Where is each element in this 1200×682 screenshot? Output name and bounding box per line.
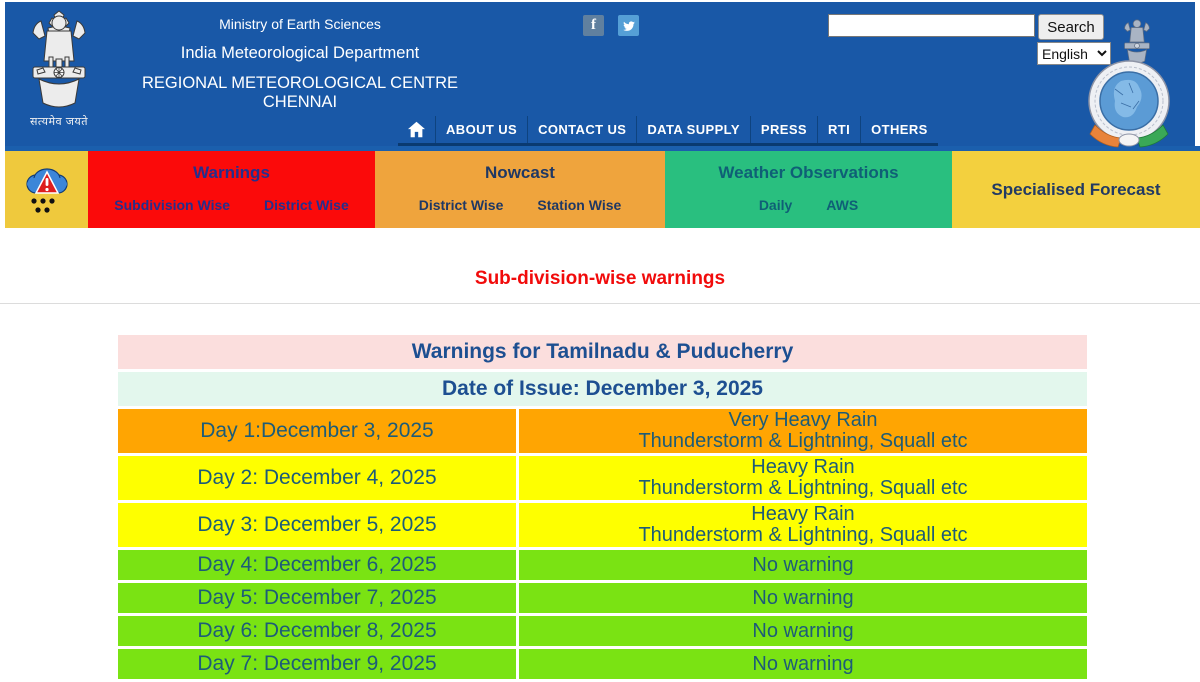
storm-warning-icon (25, 167, 68, 213)
weather-warning-icon-cell (5, 151, 88, 228)
emblem-motto: सत्यमेव जयते (29, 116, 89, 128)
centre-title: REGIONAL METEOROLOGICAL CENTRE CHENNAI (142, 74, 458, 111)
tab-weather-aws[interactable]: AWS (826, 197, 859, 213)
ministry-title: Ministry of Earth Sciences (219, 16, 381, 32)
day1-warning-line2: Thunderstorm & Lightning, Squall etc (638, 430, 968, 452)
day5-warning: No warning (519, 583, 1087, 613)
small-emblem (1111, 16, 1163, 71)
table-row-day7: Day 7: December 9, 2025 No warning (118, 649, 1087, 679)
facebook-icon[interactable]: f (583, 15, 604, 36)
tab-weather-observations[interactable]: Weather Observations Daily AWS (665, 151, 952, 228)
page-title: Sub-division-wise warnings (474, 268, 726, 289)
day2-label: Day 2: December 4, 2025 (118, 456, 516, 500)
tab-specialised-forecast-label: Specialised Forecast (991, 179, 1161, 199)
table-row-day5: Day 5: December 7, 2025 No warning (118, 583, 1087, 613)
tab-nowcast-label: Nowcast (485, 163, 555, 182)
search-area: Search English (828, 14, 1111, 65)
tab-warnings[interactable]: Warnings Subdivision Wise District Wise (88, 151, 375, 228)
imd-logo (1085, 59, 1173, 154)
day3-label: Day 3: December 5, 2025 (118, 503, 516, 547)
imd-logo-icon (1088, 60, 1170, 148)
table-row-day3: Day 3: December 5, 2025 Heavy Rain Thund… (118, 503, 1087, 547)
nav-data-supply[interactable]: DATA SUPPLY (637, 116, 751, 143)
day3-warning-line1: Heavy Rain (751, 503, 855, 525)
warnings-table: Warnings for Tamilnadu & Puducherry Date… (115, 332, 1090, 682)
home-icon[interactable] (398, 116, 436, 143)
day1-warning-line1: Very Heavy Rain (728, 409, 878, 431)
national-emblem: सत्यमेव जयते (23, 7, 95, 129)
nav-press[interactable]: PRESS (751, 116, 818, 143)
twitter-icon[interactable] (618, 15, 639, 36)
tab-warnings-subdivision-wise[interactable]: Subdivision Wise (114, 197, 231, 213)
tab-weather-daily[interactable]: Daily (758, 197, 793, 213)
table-title-row: Warnings for Tamilnadu & Puducherry (118, 335, 1087, 369)
table-title: Warnings for Tamilnadu & Puducherry (118, 335, 1087, 369)
day2-warning: Heavy Rain Thunderstorm & Lightning, Squ… (519, 456, 1087, 500)
tab-nowcast-station-wise[interactable]: Station Wise (537, 197, 622, 213)
tab-weather-observations-label: Weather Observations (718, 163, 899, 182)
main-menu: Warnings Subdivision Wise District Wise … (5, 146, 1200, 228)
tab-specialised-forecast[interactable]: Specialised Forecast (952, 151, 1200, 228)
top-navbar: ABOUT US CONTACT US DATA SUPPLY PRESS RT… (398, 116, 938, 146)
day1-label: Day 1:December 3, 2025 (118, 409, 516, 453)
table-row-day2: Day 2: December 4, 2025 Heavy Rain Thund… (118, 456, 1087, 500)
tab-warnings-district-wise[interactable]: District Wise (264, 197, 349, 213)
department-title: India Meteorological Department (180, 44, 420, 62)
nav-about-us[interactable]: ABOUT US (436, 116, 529, 143)
table-row-day6: Day 6: December 8, 2025 No warning (118, 616, 1087, 646)
warnings-table-wrapper: Warnings for Tamilnadu & Puducherry Date… (115, 332, 1090, 682)
table-row-day4: Day 4: December 6, 2025 No warning (118, 550, 1087, 580)
tab-nowcast-district-wise[interactable]: District Wise (418, 197, 504, 213)
day7-warning: No warning (519, 649, 1087, 679)
table-row-day1: Day 1:December 3, 2025 Very Heavy Rain T… (118, 409, 1087, 453)
date-of-issue: Date of Issue: December 3, 2025 (118, 372, 1087, 406)
small-emblem-icon (1124, 19, 1150, 64)
tab-warnings-label: Warnings (193, 163, 270, 182)
day1-warning: Very Heavy Rain Thunderstorm & Lightning… (519, 409, 1087, 453)
social-links: f (583, 15, 639, 36)
search-button[interactable]: Search (1038, 14, 1104, 40)
tab-nowcast[interactable]: Nowcast District Wise Station Wise (375, 151, 665, 228)
header-titles: Ministry of Earth Sciences India Meteoro… (105, 16, 495, 112)
day2-warning-line2: Thunderstorm & Lightning, Squall etc (638, 477, 968, 499)
day4-label: Day 4: December 6, 2025 (118, 550, 516, 580)
national-emblem-icon (32, 10, 86, 108)
divider (0, 303, 1200, 304)
nav-contact-us[interactable]: CONTACT US (528, 116, 638, 143)
day2-warning-line1: Heavy Rain (751, 456, 855, 478)
day3-warning-line2: Thunderstorm & Lightning, Squall etc (638, 524, 968, 546)
table-date-row: Date of Issue: December 3, 2025 (118, 372, 1087, 406)
site-header: सत्यमेव जयते Ministry of Earth Sciences … (5, 2, 1195, 148)
search-input[interactable] (828, 14, 1035, 37)
day5-label: Day 5: December 7, 2025 (118, 583, 516, 613)
day7-label: Day 7: December 9, 2025 (118, 649, 516, 679)
day6-label: Day 6: December 8, 2025 (118, 616, 516, 646)
nav-rti[interactable]: RTI (818, 116, 862, 143)
nav-others[interactable]: OTHERS (871, 122, 928, 137)
day3-warning: Heavy Rain Thunderstorm & Lightning, Squ… (519, 503, 1087, 547)
day4-warning: No warning (519, 550, 1087, 580)
language-select[interactable]: English (1037, 42, 1111, 65)
day6-warning: No warning (519, 616, 1087, 646)
